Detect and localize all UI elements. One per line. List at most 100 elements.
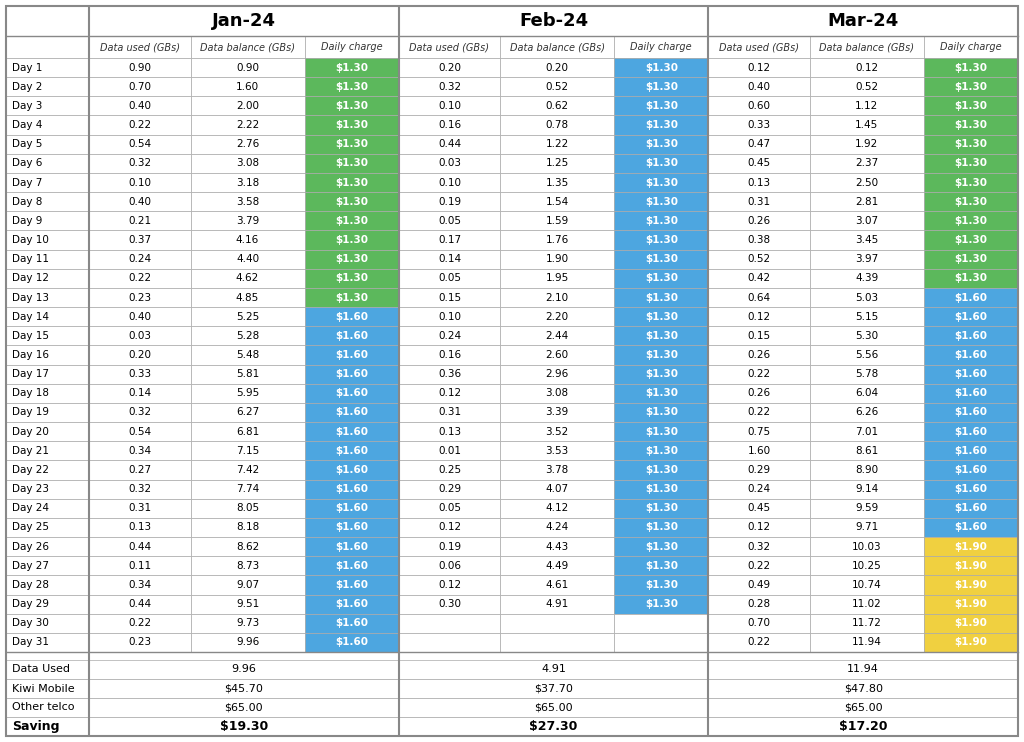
Text: 0.03: 0.03	[128, 331, 152, 341]
Bar	[614, 269, 709, 288]
Text: $1.30: $1.30	[645, 388, 678, 398]
Text: 10.25: 10.25	[852, 561, 882, 571]
Text: 1.45: 1.45	[855, 120, 879, 130]
Text: $1.60: $1.60	[335, 503, 368, 513]
Bar	[810, 307, 924, 326]
Text: 4.07: 4.07	[546, 484, 568, 494]
Text: 0.47: 0.47	[748, 139, 771, 149]
Bar	[709, 77, 810, 96]
Bar	[398, 499, 501, 518]
Text: 0.12: 0.12	[438, 580, 461, 590]
Text: 3.79: 3.79	[236, 216, 259, 226]
Bar	[810, 192, 924, 211]
Text: $1.60: $1.60	[335, 522, 368, 533]
Bar	[501, 518, 614, 537]
Bar	[89, 307, 190, 326]
Text: $1.60: $1.60	[954, 446, 987, 456]
Bar	[6, 58, 89, 77]
Text: Day 5: Day 5	[12, 139, 42, 149]
Text: 4.16: 4.16	[236, 235, 259, 245]
Bar	[304, 346, 398, 364]
Text: 0.11: 0.11	[128, 561, 152, 571]
Text: 4.62: 4.62	[236, 273, 259, 283]
Text: 0.12: 0.12	[438, 522, 461, 533]
Text: $1.60: $1.60	[954, 292, 987, 303]
Bar	[501, 249, 614, 269]
Text: $1.60: $1.60	[335, 370, 368, 379]
Bar	[304, 441, 398, 460]
Bar	[709, 698, 1018, 717]
Bar	[709, 441, 810, 460]
Text: $1.30: $1.30	[335, 139, 368, 149]
Text: Day 3: Day 3	[12, 101, 42, 111]
Bar	[501, 499, 614, 518]
Text: Day 9: Day 9	[12, 216, 42, 226]
Bar	[89, 173, 190, 192]
Text: 0.29: 0.29	[748, 465, 771, 475]
Text: 6.26: 6.26	[855, 407, 879, 418]
Text: 0.90: 0.90	[237, 62, 259, 73]
Text: 0.70: 0.70	[748, 618, 771, 628]
Bar	[304, 96, 398, 116]
Bar	[924, 231, 1018, 249]
Text: 0.45: 0.45	[748, 158, 771, 168]
Bar	[398, 77, 501, 96]
Bar	[304, 537, 398, 556]
Bar	[501, 403, 614, 422]
Text: $45.70: $45.70	[224, 683, 263, 694]
Bar	[89, 479, 190, 499]
Text: 0.05: 0.05	[438, 273, 461, 283]
Bar	[614, 556, 709, 575]
Text: Day 27: Day 27	[12, 561, 49, 571]
Bar	[614, 364, 709, 384]
Text: 5.48: 5.48	[236, 350, 259, 360]
Text: $1.60: $1.60	[335, 561, 368, 571]
Text: 0.13: 0.13	[748, 177, 771, 188]
Text: 0.54: 0.54	[128, 427, 152, 436]
Bar	[398, 460, 501, 479]
Text: 4.40: 4.40	[236, 255, 259, 264]
Bar	[709, 384, 810, 403]
Text: 0.40: 0.40	[128, 197, 152, 207]
Bar	[89, 288, 190, 307]
Text: 3.58: 3.58	[236, 197, 259, 207]
Bar	[709, 326, 810, 346]
Bar	[709, 231, 810, 249]
Bar	[398, 346, 501, 364]
Text: 0.20: 0.20	[546, 62, 568, 73]
Bar	[924, 192, 1018, 211]
Text: 7.15: 7.15	[236, 446, 259, 456]
Bar	[398, 173, 501, 192]
Text: $1.90: $1.90	[954, 542, 987, 551]
Text: 0.62: 0.62	[546, 101, 568, 111]
Text: 0.31: 0.31	[438, 407, 461, 418]
Text: 2.50: 2.50	[855, 177, 879, 188]
Bar	[501, 633, 614, 652]
Text: 5.15: 5.15	[855, 312, 879, 322]
Text: 0.06: 0.06	[438, 561, 461, 571]
Bar	[6, 326, 89, 346]
Text: $1.30: $1.30	[645, 255, 678, 264]
Bar	[398, 422, 501, 441]
Bar	[6, 614, 89, 633]
Text: 2.20: 2.20	[546, 312, 568, 322]
Bar	[304, 58, 398, 77]
Text: 4.85: 4.85	[236, 292, 259, 303]
Bar	[614, 134, 709, 154]
Text: 7.42: 7.42	[236, 465, 259, 475]
Text: 0.24: 0.24	[438, 331, 461, 341]
Bar	[614, 77, 709, 96]
Bar	[810, 403, 924, 422]
Bar	[810, 346, 924, 364]
Bar	[398, 116, 501, 134]
Bar	[614, 633, 709, 652]
Text: $1.30: $1.30	[645, 522, 678, 533]
Bar	[924, 575, 1018, 594]
Bar	[89, 717, 398, 736]
Text: 10.03: 10.03	[852, 542, 882, 551]
Bar	[924, 288, 1018, 307]
Bar	[709, 96, 810, 116]
Text: 11.72: 11.72	[852, 618, 882, 628]
Text: 1.54: 1.54	[546, 197, 569, 207]
Bar	[398, 326, 501, 346]
